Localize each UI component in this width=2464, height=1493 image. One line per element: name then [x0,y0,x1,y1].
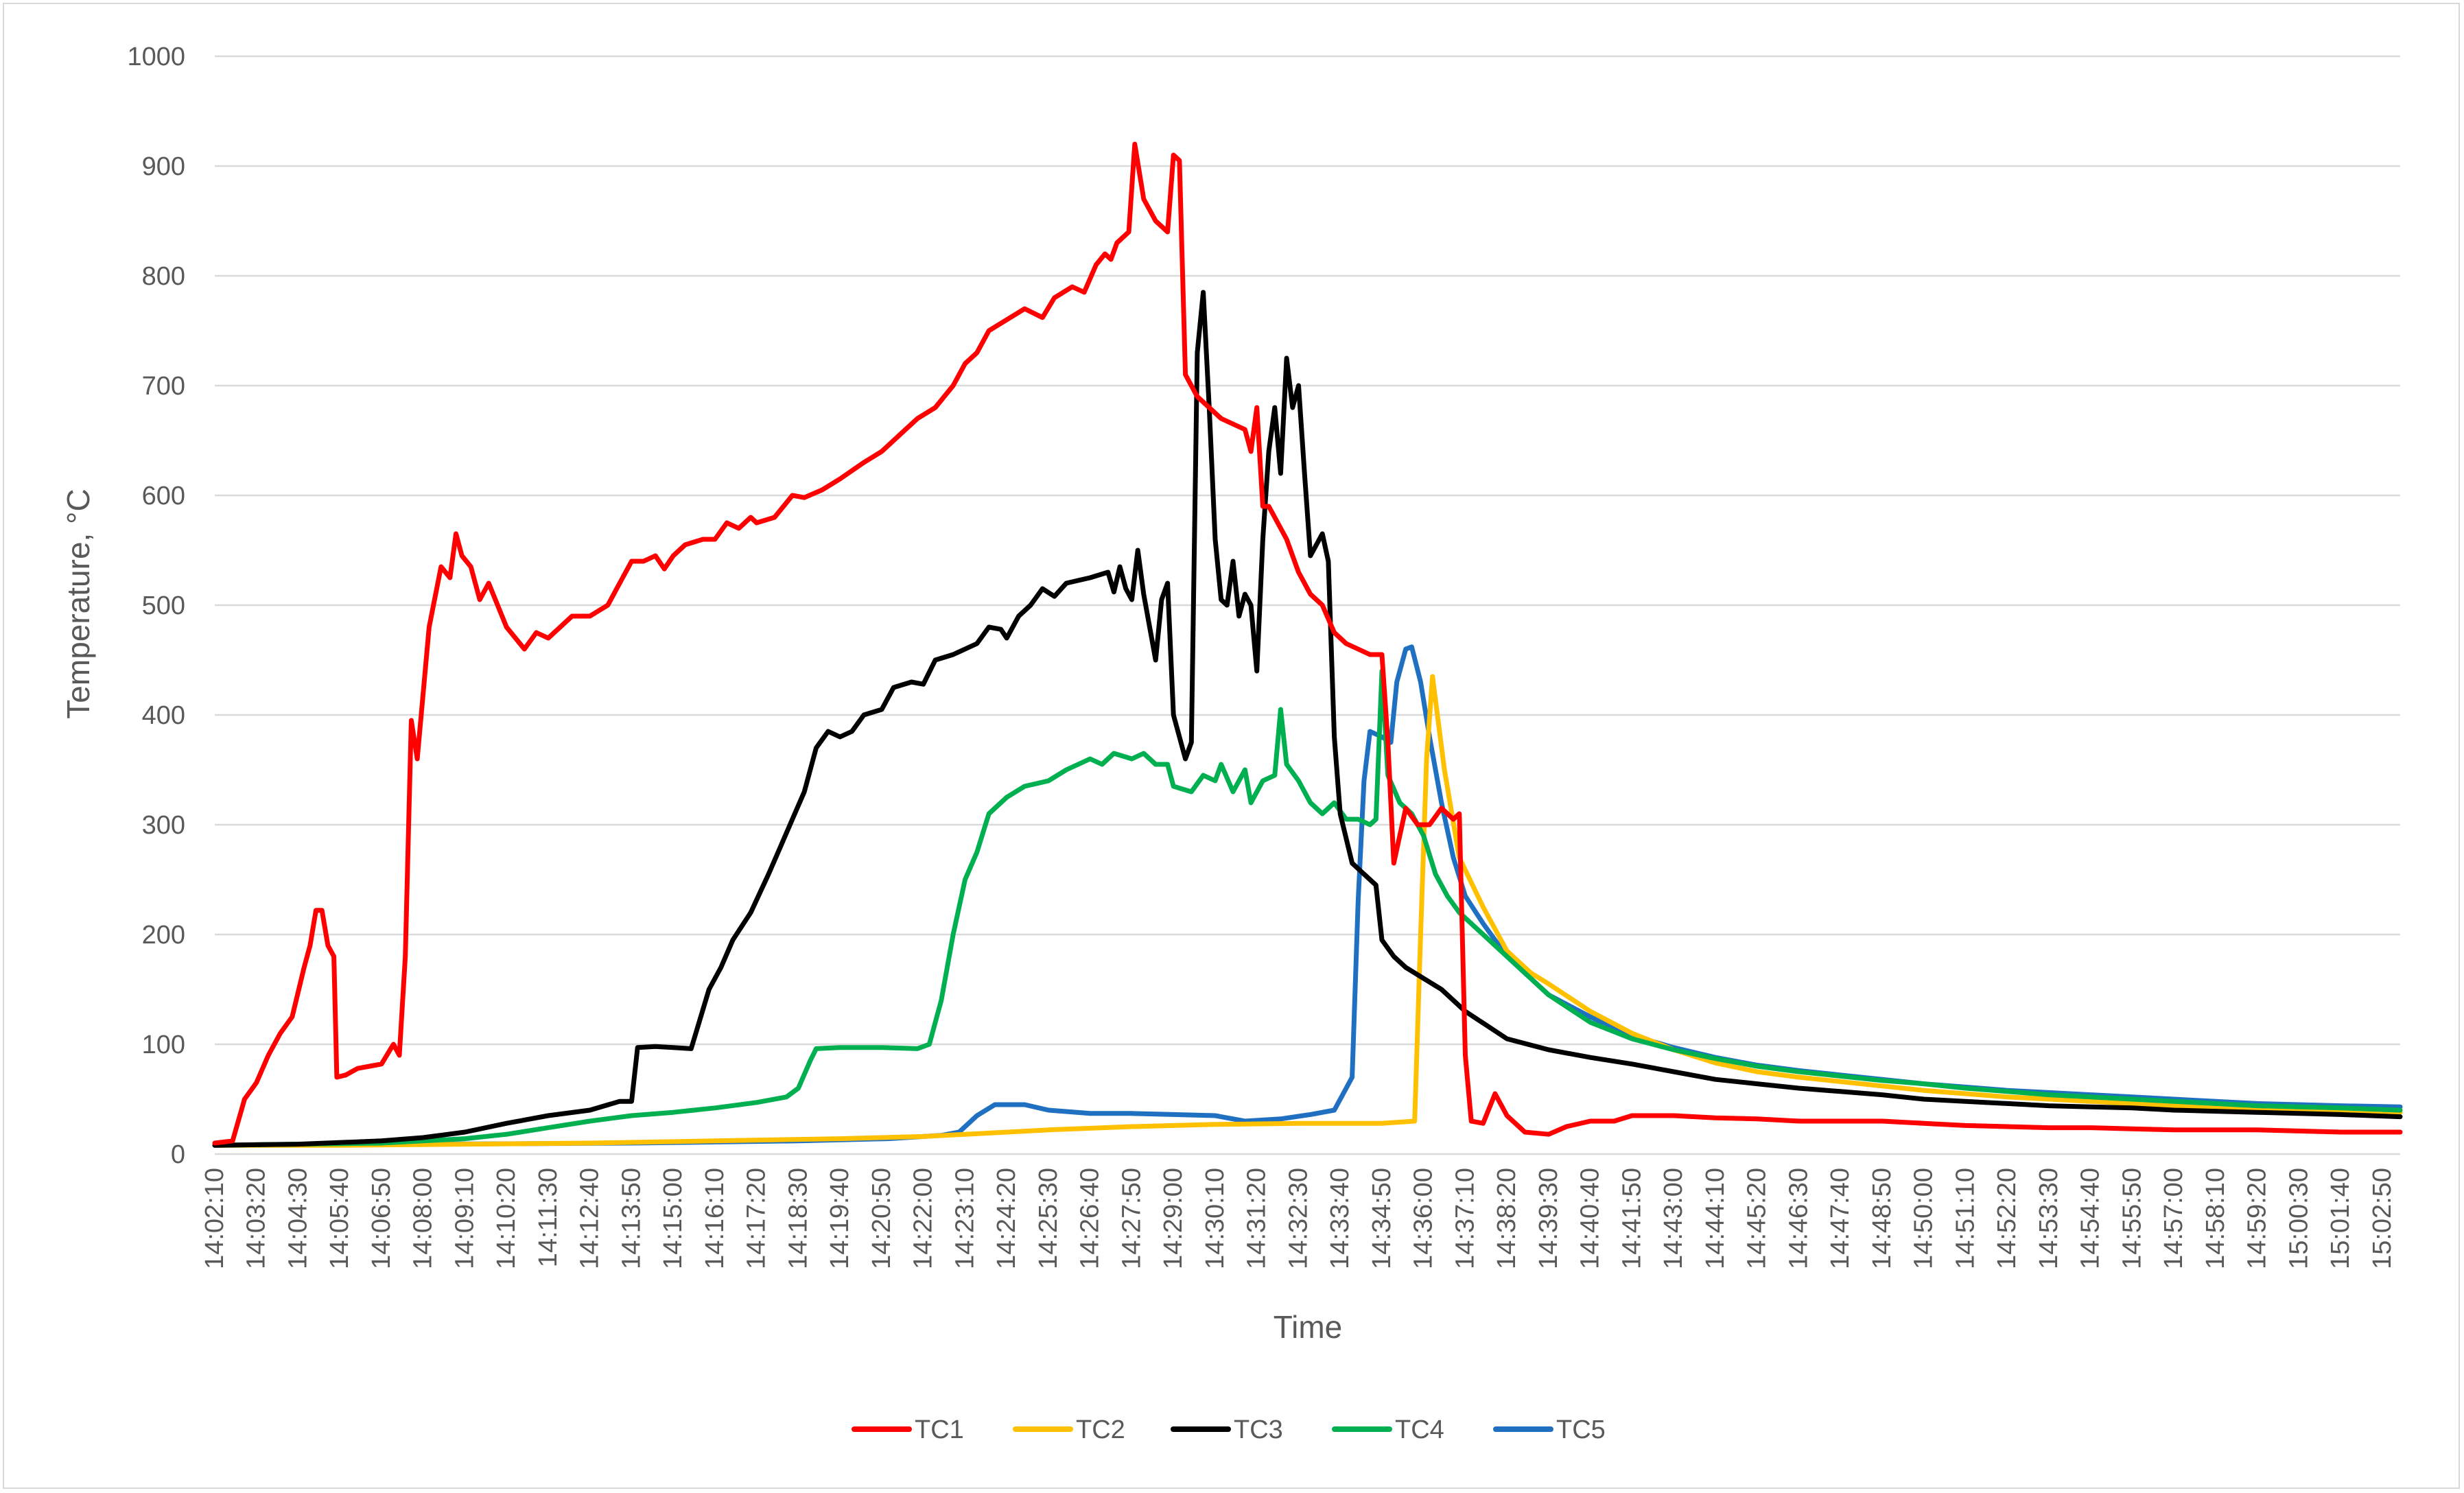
x-tick-label: 14:58:10 [2201,1168,2230,1269]
legend-label-tc5: TC5 [1556,1415,1606,1444]
x-tick-label: 14:48:50 [1868,1168,1897,1269]
x-tick-label: 14:05:40 [325,1168,354,1269]
x-tick-label: 14:31:20 [1243,1168,1271,1269]
x-tick-label: 15:01:40 [2326,1168,2355,1269]
y-tick-label: 100 [142,1031,185,1059]
x-tick-label: 14:30:10 [1201,1168,1230,1269]
legend-label-tc4: TC4 [1395,1415,1444,1444]
x-tick-label: 14:06:50 [367,1168,396,1269]
x-tick-label: 14:41:50 [1617,1168,1646,1269]
series-line-tc1 [212,141,2403,1146]
x-tick-label: 14:17:20 [742,1168,771,1269]
x-tick-label: 14:36:00 [1409,1168,1438,1269]
x-tick-label: 14:43:00 [1659,1168,1688,1269]
legend-label-tc1: TC1 [915,1415,964,1444]
y-tick-label: 0 [171,1140,185,1169]
x-tick-label: 14:53:30 [2034,1168,2063,1269]
y-axis-title: Temperature, °C [60,489,96,718]
x-tick-label: 14:57:00 [2159,1168,2188,1269]
y-tick-label: 900 [142,152,185,181]
x-tick-label: 14:10:20 [492,1168,521,1269]
x-tick-label: 14:24:20 [992,1168,1021,1269]
y-axis-ticks: 0 100 200 300 400 500 600 700 800 900 1000 [127,43,185,1169]
x-tick-label: 14:44:10 [1701,1168,1730,1269]
y-tick-label: 800 [142,262,185,291]
legend-label-tc2: TC2 [1076,1415,1125,1444]
x-tick-label: 14:26:40 [1076,1168,1105,1269]
y-tick-label: 200 [142,921,185,950]
x-tick-label: 14:45:20 [1743,1168,1772,1269]
x-tick-label: 14:32:30 [1284,1168,1313,1269]
x-tick-label: 15:02:50 [2368,1168,2397,1269]
x-tick-label: 14:54:40 [2076,1168,2105,1269]
x-tick-label: 14:02:10 [200,1168,229,1269]
x-tick-label: 14:40:40 [1576,1168,1605,1269]
x-tick-label: 14:39:30 [1534,1168,1563,1269]
x-tick-label: 14:33:40 [1326,1168,1354,1269]
x-tick-label: 14:03:20 [242,1168,271,1269]
legend: TC1 TC2 TC3 TC4 TC5 [852,1415,1606,1444]
x-tick-label: 14:34:50 [1368,1168,1396,1269]
legend-label-tc3: TC3 [1234,1415,1283,1444]
series-line-tc5 [212,644,2403,1148]
x-tick-label: 14:51:10 [1951,1168,1980,1269]
x-tick-label: 14:16:10 [701,1168,729,1269]
x-tick-label: 14:04:30 [283,1168,312,1269]
x-tick-label: 14:20:50 [867,1168,896,1269]
series-line-tc2 [212,674,2403,1148]
y-tick-label: 300 [142,811,185,840]
y-tick-label: 700 [142,372,185,401]
x-tick-label: 14:08:00 [409,1168,438,1269]
y-tick-label: 1000 [127,43,185,71]
x-tick-label: 14:46:30 [1784,1168,1813,1269]
x-tick-label: 14:11:30 [534,1168,563,1267]
x-axis-title: Time [1274,1309,1343,1345]
x-tick-label: 14:52:20 [1993,1168,2021,1269]
x-tick-label: 14:18:30 [784,1168,812,1269]
series-line-tc4 [212,668,2403,1148]
x-tick-label: 14:55:50 [2117,1168,2146,1269]
gridlines [215,55,2400,1155]
x-tick-label: 14:37:10 [1451,1168,1479,1269]
x-tick-label: 14:29:00 [1159,1168,1188,1269]
y-tick-label: 500 [142,591,185,620]
x-tick-label: 14:50:00 [1910,1168,1938,1269]
series-line-tc3 [212,290,2403,1148]
x-tick-label: 14:25:30 [1034,1168,1063,1269]
series-lines [212,141,2403,1148]
x-tick-label: 14:59:20 [2243,1168,2272,1269]
x-tick-label: 14:23:10 [950,1168,979,1269]
x-tick-label: 14:15:00 [659,1168,688,1269]
x-tick-label: 14:13:50 [617,1168,646,1269]
x-tick-label: 14:09:10 [450,1168,479,1269]
x-tick-label: 14:38:20 [1492,1168,1521,1269]
x-tick-label: 14:12:40 [576,1168,605,1269]
y-tick-label: 400 [142,701,185,730]
x-tick-label: 15:00:30 [2284,1168,2313,1269]
x-axis-ticks: 14:02:10 14:03:20 14:04:30 14:05:40 14:06:50… [200,1168,2397,1269]
x-tick-label: 14:19:40 [825,1168,854,1269]
x-tick-label: 14:47:40 [1826,1168,1855,1269]
x-tick-label: 14:27:50 [1117,1168,1146,1269]
x-tick-label: 14:22:00 [909,1168,938,1269]
y-tick-label: 600 [142,482,185,510]
